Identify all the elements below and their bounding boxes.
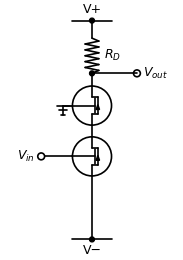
- Polygon shape: [96, 155, 100, 160]
- Circle shape: [89, 71, 94, 76]
- Circle shape: [89, 18, 94, 23]
- Text: $V_{out}$: $V_{out}$: [143, 66, 168, 81]
- Text: $R_D$: $R_D$: [104, 48, 121, 63]
- Circle shape: [89, 237, 94, 242]
- Text: V+: V+: [82, 3, 102, 16]
- Polygon shape: [96, 105, 100, 109]
- Text: V−: V−: [83, 244, 102, 257]
- Text: $V_{in}$: $V_{in}$: [17, 149, 35, 164]
